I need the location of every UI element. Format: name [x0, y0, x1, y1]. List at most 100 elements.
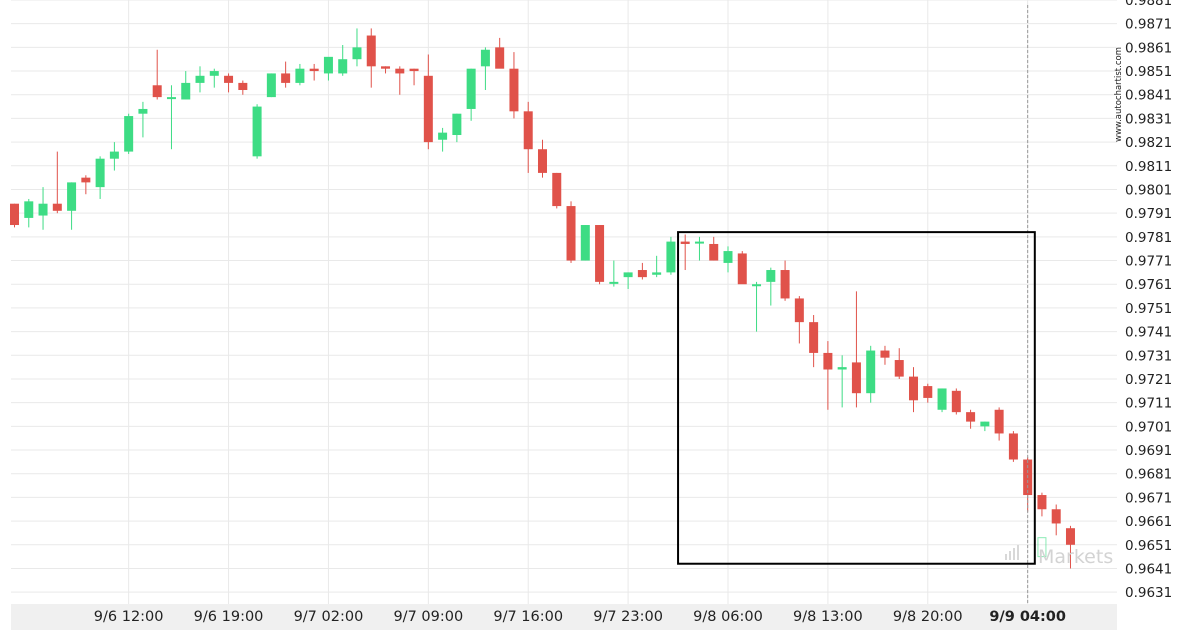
candle-body — [766, 270, 776, 282]
candle-body — [452, 113, 462, 136]
candle-body — [1065, 528, 1075, 545]
candle-body — [67, 182, 77, 211]
site-watermark: www.autochartist.com — [1114, 47, 1124, 142]
y-tick-label: 0.9651 — [1125, 538, 1172, 554]
y-tick-label: 0.9661 — [1125, 514, 1172, 530]
candle-body — [195, 75, 205, 83]
y-tick-label: 0.9741 — [1125, 325, 1172, 341]
x-tick-label: 9/7 02:00 — [294, 609, 364, 625]
candles — [10, 28, 1075, 569]
y-tick-label: 0.9811 — [1125, 159, 1172, 175]
candle-body — [637, 270, 647, 278]
y-tick-label: 0.9851 — [1125, 64, 1172, 80]
candle-body — [851, 362, 861, 394]
candle-body — [737, 253, 747, 285]
candle-body — [609, 281, 619, 284]
y-tick-label: 0.9681 — [1125, 467, 1172, 483]
y-tick-label: 0.9821 — [1125, 135, 1172, 151]
logo-bar-icon — [1009, 551, 1011, 560]
y-tick-label: 0.9831 — [1125, 111, 1172, 127]
y-tick-label: 0.9781 — [1125, 230, 1172, 246]
candle-body — [923, 386, 933, 398]
candle-body — [38, 203, 48, 216]
y-tick-label: 0.9671 — [1125, 490, 1172, 506]
candle-body — [595, 225, 605, 282]
candle-body — [309, 68, 319, 72]
candle-body — [537, 149, 547, 173]
x-tick-label: 9/9 04:00 — [989, 609, 1066, 625]
logo-bar-icon — [1013, 548, 1015, 560]
y-tick-label: 0.9731 — [1125, 348, 1172, 364]
candle-body — [980, 421, 990, 427]
candle-body — [880, 350, 890, 358]
candle-body — [523, 111, 533, 150]
candle-body — [894, 360, 904, 377]
candle-body — [10, 203, 19, 226]
candle-body — [238, 82, 248, 91]
candle-body — [124, 116, 134, 152]
x-axis: 9/6 12:00 9/6 19:00 9/7 02:00 9/7 09:00 9/7 … — [11, 604, 1117, 630]
candle-body — [909, 376, 919, 401]
candle-body — [352, 47, 362, 60]
candle-body — [752, 284, 762, 287]
candle-body — [395, 68, 405, 74]
x-tick-label: 9/7 16:00 — [493, 609, 563, 625]
candle-body — [266, 73, 276, 98]
candle-body — [623, 272, 633, 278]
candle-body — [81, 177, 91, 183]
candle-body — [338, 59, 348, 74]
candle-body — [52, 203, 62, 211]
candle-body — [409, 68, 419, 72]
candle-body — [95, 158, 105, 188]
x-tick-label: 9/8 13:00 — [793, 609, 863, 625]
y-tick-label: 0.9761 — [1125, 277, 1172, 293]
candle-body — [466, 68, 476, 109]
y-tick-label: 0.9881 — [1125, 0, 1172, 9]
x-tick-label: 9/8 06:00 — [693, 609, 763, 625]
candle-body — [252, 106, 262, 157]
candle-body — [966, 412, 976, 422]
y-tick-label: 0.9641 — [1125, 561, 1172, 577]
x-tick-label: 9/7 09:00 — [393, 609, 463, 625]
candle-body — [181, 82, 191, 100]
candle-body — [680, 241, 690, 244]
candle-body — [323, 56, 333, 74]
y-tick-label: 0.9871 — [1125, 17, 1172, 33]
y-tick-label: 0.9631 — [1125, 585, 1172, 601]
y-tick-label: 0.9701 — [1125, 419, 1172, 435]
candle-body — [794, 298, 804, 323]
candle-body — [723, 251, 733, 263]
candle-body — [566, 206, 576, 261]
candle-body — [694, 241, 704, 244]
logo-bar-icon — [1017, 545, 1019, 560]
candle-body — [951, 390, 961, 413]
brand: www.autochartist.com Markets — [1005, 47, 1124, 568]
y-tick-label: 0.9841 — [1125, 88, 1172, 104]
candle-body — [24, 201, 34, 218]
brand-logo-text: Markets — [1038, 546, 1113, 568]
y-tick-label: 0.9771 — [1125, 254, 1172, 270]
y-tick-label: 0.9691 — [1125, 443, 1172, 459]
candle-body — [138, 108, 148, 114]
candle-body — [823, 352, 833, 370]
candle-body — [224, 75, 234, 83]
candle-body — [381, 66, 391, 69]
gridlines — [11, 0, 1117, 612]
candle-body — [937, 388, 947, 410]
x-tick-label: 9/7 23:00 — [593, 609, 663, 625]
candle-body — [1008, 433, 1018, 460]
y-tick-label: 0.9791 — [1125, 206, 1172, 222]
y-tick-label: 0.9711 — [1125, 396, 1172, 412]
x-tick-label: 9/8 20:00 — [893, 609, 963, 625]
candle-body — [994, 409, 1004, 434]
candle-body — [295, 68, 305, 83]
candle-body — [209, 71, 219, 76]
candle-body — [366, 35, 376, 67]
candle-body — [709, 243, 719, 261]
candle-body — [580, 225, 590, 261]
candle-body — [152, 85, 162, 98]
candle-body — [666, 241, 676, 273]
y-tick-label: 0.9751 — [1125, 301, 1172, 317]
candle-body — [866, 350, 876, 394]
